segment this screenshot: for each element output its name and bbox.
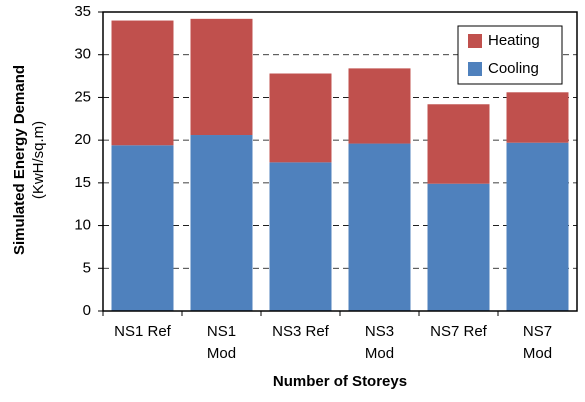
- y-tick-label: 25: [74, 88, 91, 105]
- y-tick-label: 15: [74, 174, 91, 191]
- x-tick-label: NS1 Ref: [114, 323, 171, 340]
- y-tick-label: 10: [74, 217, 91, 234]
- bar-segment: [427, 104, 490, 184]
- x-tick-label: NS1 Mod: [206, 323, 237, 362]
- x-tick-label: NS7 Ref: [430, 323, 487, 340]
- bar-segment: [427, 183, 490, 311]
- y-tick-label: 20: [74, 131, 91, 148]
- y-axis-title: Simulated Energy Demand: [11, 65, 28, 255]
- legend-label: Cooling: [488, 60, 539, 77]
- x-tick-label: NS3 Ref: [272, 323, 329, 340]
- legend-swatch: [468, 34, 482, 48]
- bar-segment: [269, 162, 332, 311]
- bar-segment: [348, 143, 411, 311]
- y-tick-label: 35: [74, 3, 91, 20]
- y-tick-label: 30: [74, 46, 91, 63]
- y-tick-label: 0: [83, 302, 91, 319]
- y-tick-label: 5: [83, 259, 91, 276]
- bar-segment: [269, 73, 332, 163]
- bar-segment: [506, 142, 569, 311]
- bar-segment: [111, 145, 174, 311]
- bar-segment: [348, 68, 411, 144]
- bar-segment: [111, 20, 174, 146]
- legend-label: Heating: [488, 32, 540, 49]
- legend-swatch: [468, 62, 482, 76]
- bar-segment: [190, 135, 253, 311]
- x-tick-label: NS3 Mod: [364, 323, 395, 362]
- y-axis-unit: (KwH/sq.m): [30, 121, 47, 199]
- plot-border: [102, 11, 578, 312]
- bar-segment: [190, 18, 253, 136]
- bar-segment: [506, 92, 569, 143]
- x-axis-title: Number of Storeys: [273, 373, 407, 390]
- x-tick-label: NS7 Mod: [522, 323, 553, 362]
